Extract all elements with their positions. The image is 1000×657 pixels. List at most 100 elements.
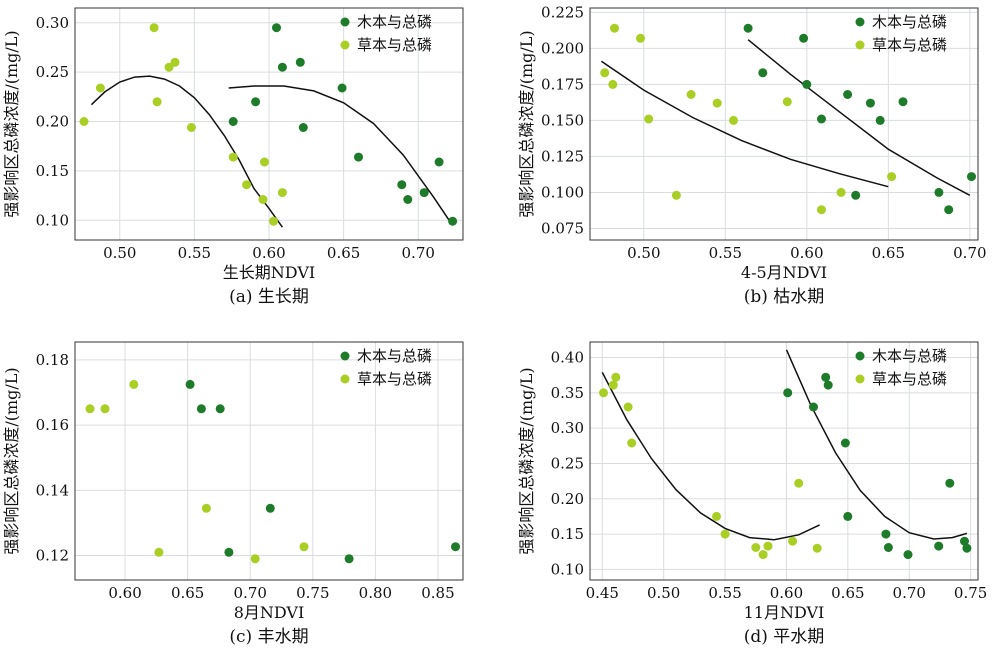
- fit-curve: [747, 39, 971, 196]
- y-axis-label: 强影响区总磷浓度/(mg/L): [517, 30, 536, 217]
- data-point: [843, 511, 853, 521]
- x-tick-label: 0.75: [954, 584, 987, 602]
- data-point: [201, 503, 211, 513]
- x-axis-label: 4-5月NDVI: [741, 263, 827, 282]
- data-point: [196, 404, 206, 414]
- x-tick-label: 0.55: [709, 244, 742, 262]
- data-point: [79, 117, 89, 126]
- data-point: [763, 541, 773, 551]
- y-tick-label: 0.40: [551, 349, 584, 367]
- data-point: [224, 547, 234, 557]
- panel-a: 0.50 0.55 0.60 0.65 0.70 0.10 0.15 0.20 0.25 0.30…: [2, 7, 464, 307]
- legend-label: 木本与总磷: [357, 347, 432, 365]
- panel-caption: (a) 生长期: [229, 287, 309, 307]
- data-point: [945, 478, 955, 488]
- data-point: [611, 372, 621, 382]
- data-point: [782, 97, 792, 107]
- legend-label: 木本与总磷: [872, 13, 947, 31]
- plot-frame: [589, 341, 979, 581]
- x-tick-label: 0.70: [402, 244, 435, 262]
- data-point: [898, 97, 908, 107]
- data-point: [186, 123, 196, 132]
- data-point: [295, 57, 305, 67]
- data-point: [277, 62, 287, 72]
- data-point: [344, 554, 354, 564]
- x-tick-label: 0.60: [108, 584, 141, 602]
- data-point: [623, 402, 633, 412]
- data-point: [228, 152, 238, 162]
- x-tick-label: 0.60: [770, 584, 803, 602]
- y-tick-label: 0.10: [36, 211, 69, 229]
- legend-label: 草本与总磷: [872, 370, 947, 388]
- data-point: [269, 216, 278, 226]
- x-tick-label: 0.55: [708, 584, 741, 602]
- data-point: [403, 195, 413, 204]
- x-tick-label: 0.85: [421, 584, 454, 602]
- data-point: [419, 188, 429, 198]
- data-point: [251, 97, 261, 107]
- data-point: [170, 57, 180, 67]
- fit-curve: [90, 75, 284, 228]
- data-point: [149, 23, 159, 33]
- plot-frame: [74, 7, 464, 241]
- data-point: [215, 404, 225, 414]
- data-point: [960, 536, 969, 546]
- data-point: [823, 380, 833, 390]
- panel-b: 0.50 0.55 0.60 0.65 0.70 0.075 0.100 0.125 0.150…: [517, 3, 987, 307]
- data-point: [95, 83, 105, 93]
- data-point: [164, 62, 174, 72]
- y-tick-label: 0.100: [541, 183, 584, 201]
- fit-curve: [785, 349, 968, 540]
- x-tick-label: 0.70: [953, 244, 986, 262]
- fit-curve: [600, 60, 889, 188]
- data-point: [610, 23, 619, 33]
- data-point: [758, 68, 768, 78]
- data-point: [967, 172, 976, 182]
- panel-d: 0.45 0.50 0.55 0.60 0.65 0.70 0.75 0.10 0.15 0.20…: [517, 341, 987, 647]
- x-tick-label: 0.65: [831, 584, 864, 602]
- x-tick-label: 0.50: [647, 584, 680, 602]
- data-point: [152, 97, 162, 107]
- legend-label: 木本与总磷: [357, 13, 432, 31]
- y-tick-label: 0.225: [541, 3, 584, 21]
- data-point: [743, 23, 753, 33]
- data-point: [129, 379, 139, 389]
- data-point: [608, 79, 618, 89]
- data-point: [228, 117, 238, 126]
- legend-marker: [340, 40, 350, 50]
- data-point: [242, 180, 252, 190]
- data-point: [881, 529, 891, 539]
- y-tick-label: 0.200: [541, 39, 584, 57]
- data-point: [720, 529, 730, 539]
- y-tick-label: 0.30: [36, 14, 69, 32]
- data-point: [299, 542, 309, 552]
- data-point: [397, 180, 407, 190]
- legend-marker: [340, 17, 350, 27]
- y-tick-label: 0.075: [541, 219, 584, 237]
- data-point: [802, 79, 812, 89]
- data-point: [851, 190, 861, 200]
- data-point: [809, 402, 818, 412]
- y-axis-label: 强影响区总磷浓度/(mg/L): [2, 367, 21, 554]
- legend-marker: [855, 374, 865, 384]
- data-point: [448, 216, 458, 226]
- data-point: [627, 438, 637, 448]
- panel-caption: (d) 平水期: [744, 627, 825, 647]
- legend-label: 草本与总磷: [872, 36, 947, 54]
- data-point: [250, 554, 260, 564]
- data-point: [817, 205, 826, 215]
- x-tick-label: 0.45: [586, 584, 619, 602]
- data-point: [883, 543, 893, 552]
- y-axis-label: 强影响区总磷浓度/(mg/L): [517, 367, 536, 554]
- data-point: [934, 541, 944, 551]
- data-point: [185, 379, 195, 389]
- data-point: [265, 503, 275, 513]
- y-tick-label: 0.20: [551, 490, 584, 508]
- data-point: [788, 536, 798, 546]
- data-point: [100, 404, 110, 414]
- fit-curve: [601, 372, 820, 541]
- data-point: [434, 157, 444, 167]
- data-point: [903, 550, 913, 560]
- legend-label: 草本与总磷: [357, 370, 432, 388]
